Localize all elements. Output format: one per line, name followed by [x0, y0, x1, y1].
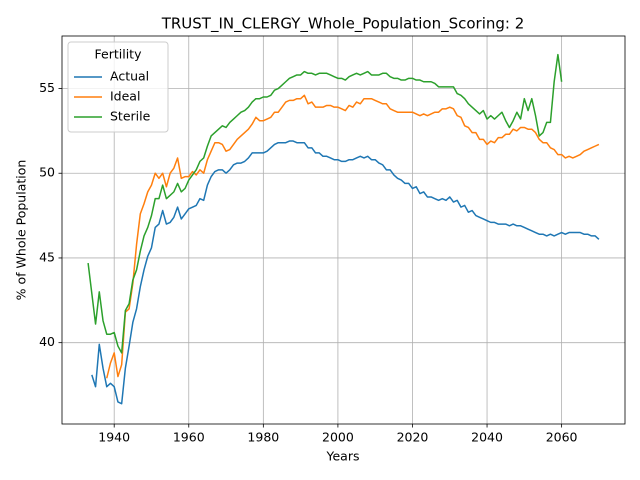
- y-tick-label: 50: [39, 165, 55, 180]
- x-tick-label: 2040: [471, 430, 503, 445]
- y-axis-label: % of Whole Population: [14, 160, 29, 301]
- line-series: [106, 94, 600, 379]
- legend-box: [67, 41, 169, 133]
- y-tick-label: 40: [39, 334, 55, 349]
- legend-label: Actual: [110, 69, 149, 84]
- plot-frame: [61, 35, 626, 425]
- legend: Fertility Actual Ideal Sterile: [67, 41, 169, 133]
- chart-title: TRUST_IN_CLERGY_Whole_Population_Scoring…: [161, 15, 525, 34]
- legend-label: Sterile: [110, 109, 151, 124]
- y-tick-label: 45: [39, 249, 55, 264]
- x-tick-label: 1980: [247, 430, 279, 445]
- legend-label: Ideal: [110, 89, 140, 104]
- x-axis-label: Years: [326, 449, 360, 464]
- line-series: [87, 53, 563, 354]
- legend-title: Fertility: [95, 47, 143, 62]
- x-tick-label: 2020: [397, 430, 429, 445]
- x-tick-label: 2000: [322, 430, 354, 445]
- x-tick-label: 1940: [98, 430, 130, 445]
- line-series: [91, 140, 600, 405]
- x-tick-label: 1960: [173, 430, 205, 445]
- y-tick-label: 55: [39, 80, 55, 95]
- x-tick-label: 2060: [546, 430, 578, 445]
